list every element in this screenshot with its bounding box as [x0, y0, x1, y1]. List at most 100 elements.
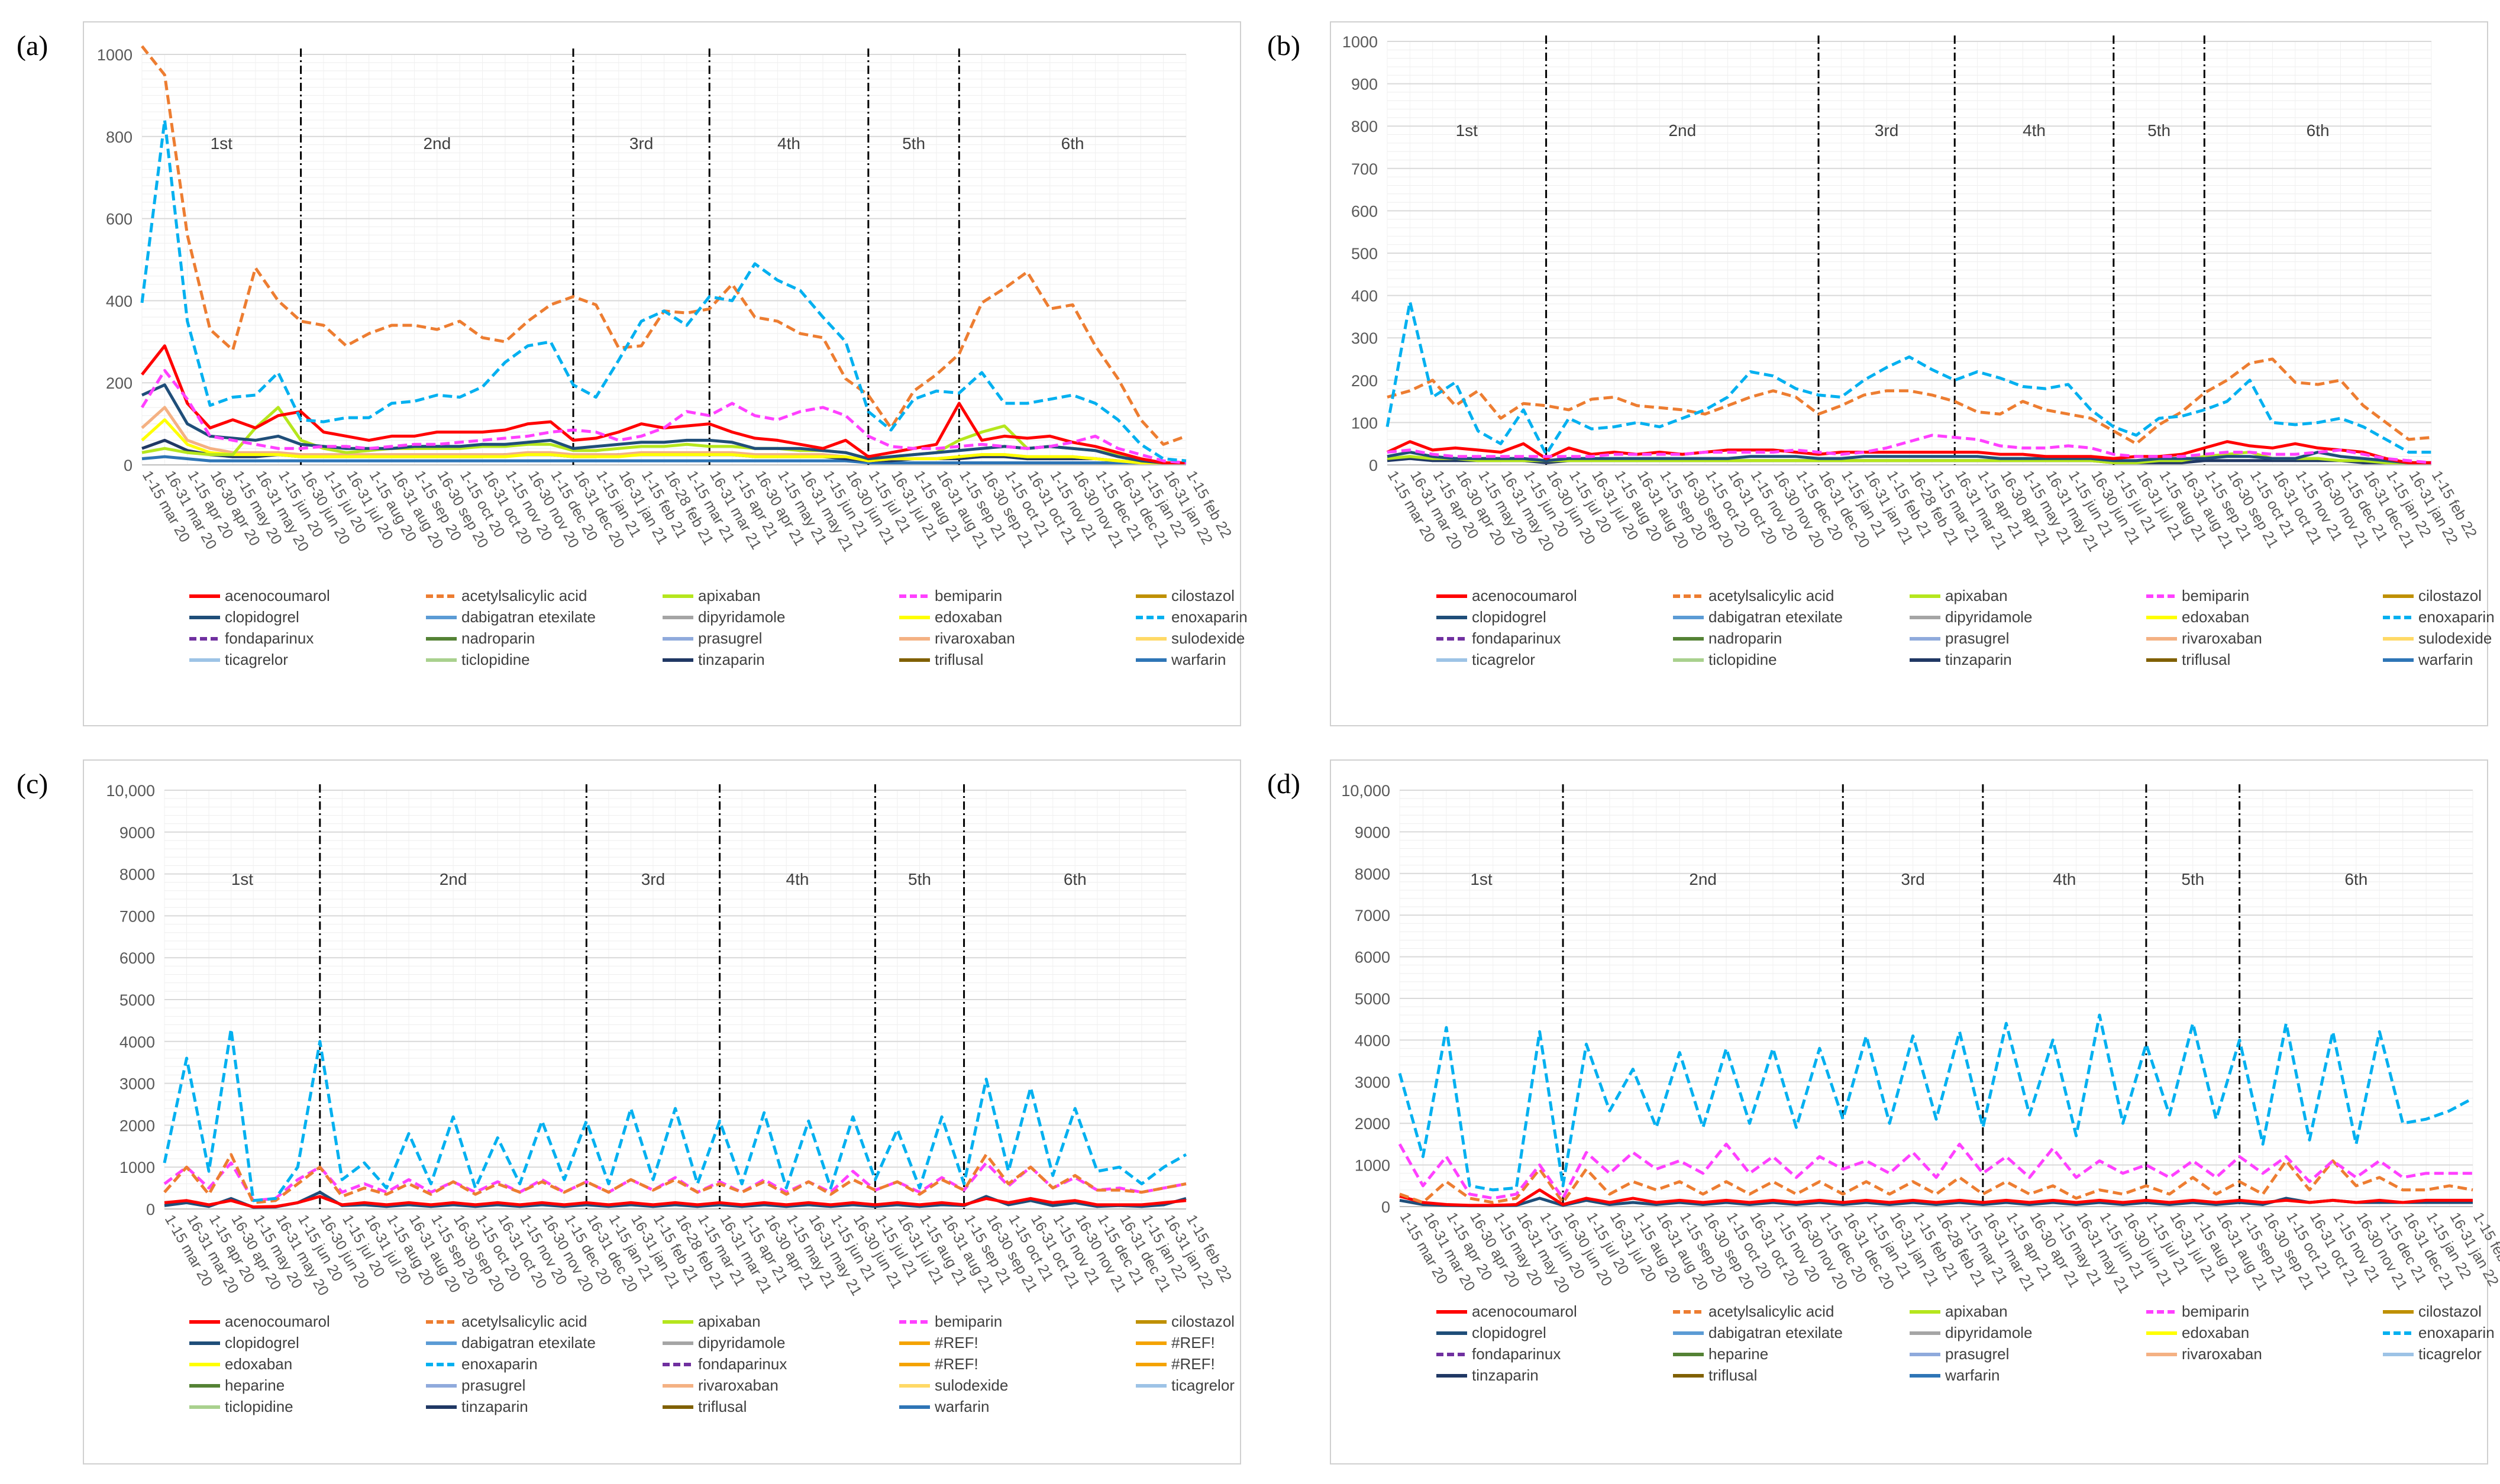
y-tick-label: 5000 — [1355, 990, 1390, 1008]
wave-label: 3rd — [1875, 121, 1898, 140]
legend-label: prasugrel — [698, 629, 762, 647]
legend-label: cilostazol — [1171, 1312, 1235, 1330]
wave-label: 6th — [1061, 134, 1084, 153]
wave-label: 3rd — [641, 870, 665, 888]
legend-label: sulodexide — [935, 1376, 1008, 1394]
legend-label: tinzaparin — [1945, 651, 2012, 668]
chart-frame-c — [83, 759, 1241, 1464]
legend-label: #REF! — [1171, 1334, 1215, 1352]
y-tick-label: 1000 — [97, 46, 133, 64]
y-tick-label: 800 — [106, 128, 133, 146]
wave-label: 2nd — [423, 134, 451, 153]
legend-label: acenocoumarol — [1472, 587, 1577, 604]
legend-label: heparine — [225, 1376, 285, 1394]
wave-label: 5th — [902, 134, 925, 153]
legend-label: nadroparin — [461, 629, 535, 647]
legend-label: cilostazol — [2418, 1302, 2482, 1320]
legend-label: cilostazol — [2418, 587, 2482, 604]
y-tick-label: 500 — [1351, 245, 1378, 263]
legend-label: prasugrel — [1945, 629, 2009, 647]
legend-label: prasugrel — [1945, 1345, 2009, 1363]
legend-label: edoxaban — [225, 1355, 292, 1373]
legend-label: fondaparinux — [1472, 629, 1561, 647]
wave-label: 5th — [2181, 870, 2204, 888]
legend-label: rivaroxaban — [935, 629, 1015, 647]
wave-label: 6th — [1064, 870, 1087, 888]
legend-label: acetylsalicylic acid — [1708, 1302, 1834, 1320]
y-tick-label: 100 — [1351, 414, 1378, 432]
series-line-bemiparin — [163, 1161, 1187, 1202]
wave-label: 2nd — [1689, 870, 1717, 888]
y-tick-label: 0 — [1381, 1198, 1390, 1216]
legend-label: warfarin — [1945, 1366, 2000, 1384]
legend-label: enoxaparin — [2418, 608, 2495, 626]
wave-label: 4th — [2053, 870, 2076, 888]
panel-label-d: (d) — [1267, 768, 1300, 800]
wave-label: 4th — [2023, 121, 2046, 140]
y-tick-label: 800 — [1351, 118, 1378, 135]
legend-label: rivaroxaban — [698, 1376, 779, 1394]
y-tick-label: 300 — [1351, 329, 1378, 347]
legend-label: tinzaparin — [698, 651, 765, 668]
legend-label: dipyridamole — [698, 1334, 785, 1352]
y-tick-label: 1000 — [1342, 33, 1378, 51]
legend-label: dabigatran etexilate — [1708, 1324, 1843, 1341]
legend-label: tinzaparin — [461, 1398, 528, 1415]
legend-label: clopidogrel — [225, 1334, 299, 1352]
y-tick-label: 9000 — [119, 824, 155, 842]
legend-label: ticagrelor — [225, 651, 288, 668]
y-tick-label: 0 — [124, 457, 133, 474]
legend-label: triflusal — [935, 651, 983, 668]
legend-label: #REF! — [935, 1355, 978, 1373]
legend-label: tinzaparin — [1472, 1366, 1539, 1384]
legend-label: heparine — [1708, 1345, 1768, 1363]
y-tick-label: 1000 — [119, 1159, 155, 1176]
legend-label: enoxaparin — [461, 1355, 538, 1373]
y-tick-label: 1000 — [1355, 1157, 1390, 1175]
legend-label: ticagrelor — [1472, 651, 1535, 668]
y-tick-label: 400 — [1351, 287, 1378, 305]
legend-label: acetylsalicylic acid — [461, 1312, 587, 1330]
legend-label: apixaban — [1945, 587, 2008, 604]
wave-label: 1st — [1470, 870, 1493, 888]
series-line-warfarin — [141, 455, 1186, 464]
panel-label-a: (a) — [17, 30, 49, 62]
legend-label: ticlopidine — [225, 1398, 293, 1415]
chart-panel-c: 0 1000 2000 3000 4000 5000 6000 7000 8000 9000 10,… — [106, 782, 1235, 1415]
y-tick-label: 8000 — [119, 866, 155, 884]
y-tick-label: 900 — [1351, 76, 1378, 93]
legend-label: dipyridamole — [698, 608, 785, 626]
wave-label: 2nd — [440, 870, 467, 888]
series-line-bemiparin — [1387, 434, 2432, 464]
wave-label: 1st — [1456, 121, 1478, 140]
legend-label: bemiparin — [2182, 587, 2249, 604]
legend-label: warfarin — [2418, 651, 2473, 668]
series-line-acenocoumarol — [164, 1195, 1187, 1208]
y-tick-label: 6000 — [1355, 949, 1390, 966]
legend-label: fondaparinux — [698, 1355, 787, 1373]
series-line-acenocoumarol — [1399, 1188, 2473, 1207]
legend-label: dabigatran etexilate — [461, 1334, 596, 1352]
y-tick-label: 2000 — [119, 1117, 155, 1134]
wave-label: 2nd — [1668, 121, 1696, 140]
chart-panel-d: 0 1000 2000 3000 4000 5000 6000 7000 8000 9000 10,… — [1341, 782, 2500, 1384]
legend-label: ticagrelor — [1171, 1376, 1235, 1394]
y-tick-label: 400 — [106, 292, 133, 310]
legend-label: edoxaban — [2182, 608, 2249, 626]
series-line-edoxaban — [141, 418, 1186, 464]
y-tick-label: 9000 — [1355, 823, 1390, 841]
legend-label: dabigatran etexilate — [461, 608, 596, 626]
legend-label: prasugrel — [461, 1376, 525, 1394]
chart-frame-a — [83, 21, 1241, 726]
legend-label: fondaparinux — [225, 629, 314, 647]
legend-label: dipyridamole — [1945, 1324, 2032, 1341]
y-tick-label: 4000 — [119, 1033, 155, 1051]
wave-label: 4th — [777, 134, 800, 153]
wave-label: 5th — [2147, 121, 2170, 140]
series-line-enoxaparin — [1385, 300, 2431, 456]
series-line-bemiparin — [1398, 1142, 2473, 1200]
y-tick-label: 5000 — [119, 991, 155, 1009]
